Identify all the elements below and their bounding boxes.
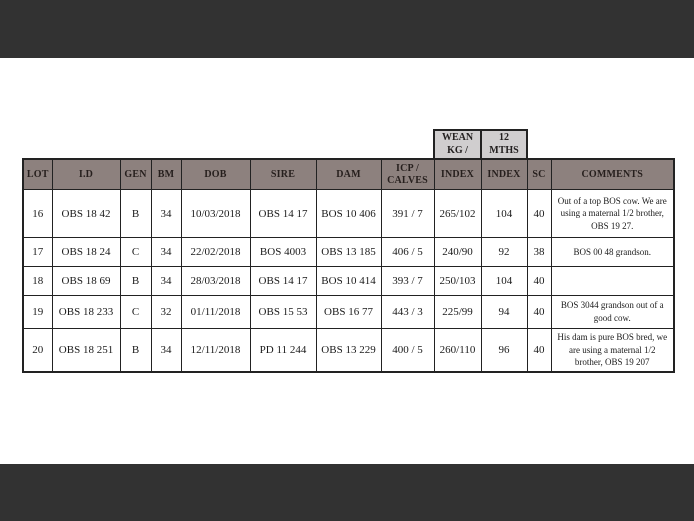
cell-sc: 40 [526, 295, 552, 329]
cell-gen: B [119, 327, 152, 373]
cell-sc: 40 [526, 189, 552, 238]
column-header-icp-calves: ICP / CALVES [380, 158, 435, 190]
column-header-dam: DAM [315, 158, 382, 190]
column-header-sire: SIRE [249, 158, 317, 190]
cell-icp-calves: 393 / 7 [380, 266, 435, 296]
table-row: 19 OBS 18 233 C 32 01/11/2018 OBS 15 53 … [22, 295, 675, 329]
cell-12mths-index: 104 [480, 189, 528, 238]
table-row: 17 OBS 18 24 C 34 22/02/2018 BOS 4003 OB… [22, 237, 675, 267]
cell-bm: 32 [150, 295, 182, 329]
cell-lot: 19 [22, 295, 53, 329]
twelve-mths-header-box: 12 MTHS [480, 129, 528, 160]
cell-sire: OBS 15 53 [249, 295, 317, 329]
cell-comments: Out of a top BOS cow. We are using a mat… [550, 189, 675, 238]
column-header-comments: COMMENTS [550, 158, 675, 190]
cell-comments: His dam is pure BOS bred, we are using a… [550, 327, 675, 373]
letterbox-top-bar [0, 0, 694, 58]
column-header-bm: BM [150, 158, 182, 190]
cell-icp-calves: 406 / 5 [380, 237, 435, 267]
cell-dob: 28/03/2018 [180, 266, 251, 296]
cell-dob: 12/11/2018 [180, 327, 251, 373]
table-row: 18 OBS 18 69 B 34 28/03/2018 OBS 14 17 B… [22, 266, 675, 296]
column-header-id: I.D [51, 158, 121, 190]
cell-dam: BOS 10 406 [315, 189, 382, 238]
cell-12mths-index: 92 [480, 237, 528, 267]
cell-dam: BOS 10 414 [315, 266, 382, 296]
cell-sire: OBS 14 17 [249, 189, 317, 238]
cell-wean-index: 250/103 [433, 266, 482, 296]
cell-id: OBS 18 42 [51, 189, 121, 238]
cell-12mths-index: 104 [480, 266, 528, 296]
cell-sire: OBS 14 17 [249, 266, 317, 296]
table-row: 20 OBS 18 251 B 34 12/11/2018 PD 11 244 … [22, 327, 675, 373]
cell-wean-index: 260/110 [433, 327, 482, 373]
letterbox-bottom-bar [0, 464, 694, 521]
cell-lot: 20 [22, 327, 53, 373]
column-header-wean-index: INDEX [433, 158, 482, 190]
table-row: 16 OBS 18 42 B 34 10/03/2018 OBS 14 17 B… [22, 189, 675, 238]
cell-id: OBS 18 24 [51, 237, 121, 267]
column-header-sc: SC [526, 158, 552, 190]
cell-gen: C [119, 295, 152, 329]
cell-dam: OBS 13 185 [315, 237, 382, 267]
cell-lot: 16 [22, 189, 53, 238]
column-header-dob: DOB [180, 158, 251, 190]
cell-sire: PD 11 244 [249, 327, 317, 373]
cell-id: OBS 18 69 [51, 266, 121, 296]
column-header-gen: GEN [119, 158, 152, 190]
cell-gen: C [119, 237, 152, 267]
cell-gen: B [119, 266, 152, 296]
cell-bm: 34 [150, 327, 182, 373]
cell-wean-index: 225/99 [433, 295, 482, 329]
column-header-12mths-index: INDEX [480, 158, 528, 190]
cell-bm: 34 [150, 189, 182, 238]
cell-sc: 38 [526, 237, 552, 267]
cell-lot: 18 [22, 266, 53, 296]
cell-12mths-index: 96 [480, 327, 528, 373]
cell-dam: OBS 16 77 [315, 295, 382, 329]
cell-bm: 34 [150, 266, 182, 296]
cell-gen: B [119, 189, 152, 238]
cell-dob: 22/02/2018 [180, 237, 251, 267]
cell-wean-index: 265/102 [433, 189, 482, 238]
cell-dob: 01/11/2018 [180, 295, 251, 329]
cattle-lot-table: LOT I.D GEN BM DOB SIRE DAM ICP / CALVES… [22, 158, 675, 373]
cell-icp-calves: 443 / 3 [380, 295, 435, 329]
wean-kg-header-box: WEAN KG / [433, 129, 482, 160]
cell-wean-index: 240/90 [433, 237, 482, 267]
cell-bm: 34 [150, 237, 182, 267]
cell-comments: BOS 3044 grandson out of a good cow. [550, 295, 675, 329]
cell-comments [550, 266, 675, 296]
cell-id: OBS 18 251 [51, 327, 121, 373]
cell-icp-calves: 400 / 5 [380, 327, 435, 373]
cell-sc: 40 [526, 327, 552, 373]
cell-lot: 17 [22, 237, 53, 267]
column-header-lot: LOT [22, 158, 53, 190]
cell-sc: 40 [526, 266, 552, 296]
cell-sire: BOS 4003 [249, 237, 317, 267]
header-row: LOT I.D GEN BM DOB SIRE DAM ICP / CALVES… [22, 158, 675, 190]
cell-12mths-index: 94 [480, 295, 528, 329]
cell-comments: BOS 00 48 grandson. [550, 237, 675, 267]
cell-dam: OBS 13 229 [315, 327, 382, 373]
cell-icp-calves: 391 / 7 [380, 189, 435, 238]
cell-id: OBS 18 233 [51, 295, 121, 329]
cell-dob: 10/03/2018 [180, 189, 251, 238]
